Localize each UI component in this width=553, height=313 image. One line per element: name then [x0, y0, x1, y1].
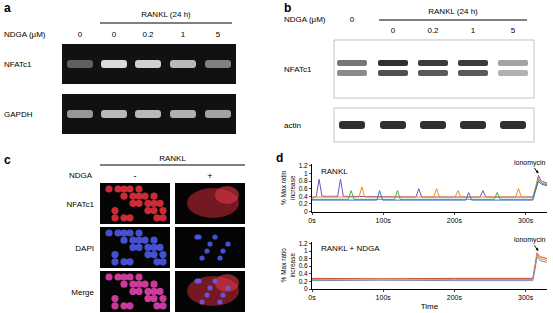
svg-text:% Max ratioincrease: % Max ratioincrease — [280, 248, 295, 283]
svg-text:0.2: 0.2 — [427, 26, 439, 35]
svg-text:0: 0 — [350, 15, 355, 24]
svg-text:100s: 100s — [376, 217, 392, 224]
svg-text:100s: 100s — [376, 294, 392, 301]
svg-text:1: 1 — [304, 247, 308, 254]
svg-text:200s: 200s — [447, 294, 463, 301]
svg-text:NFATc1: NFATc1 — [67, 200, 95, 209]
svg-text:NDGA: NDGA — [69, 171, 93, 180]
svg-text:0.2: 0.2 — [142, 30, 154, 39]
svg-text:1: 1 — [304, 170, 308, 177]
svg-text:NFATc1: NFATc1 — [4, 60, 32, 69]
svg-text:NDGA (μM): NDGA (μM) — [284, 15, 326, 24]
svg-text:0: 0 — [78, 30, 83, 39]
svg-text:GAPDH: GAPDH — [4, 110, 33, 119]
svg-text:1.2: 1.2 — [299, 240, 308, 247]
svg-text:0: 0 — [304, 285, 308, 292]
svg-text:0: 0 — [112, 30, 117, 39]
svg-text:c: c — [4, 153, 11, 167]
svg-text:0.6: 0.6 — [299, 185, 308, 192]
svg-text:NDGA (μM): NDGA (μM) — [4, 30, 46, 39]
svg-text:RANKL: RANKL — [321, 167, 348, 176]
svg-text:+: + — [207, 171, 212, 181]
svg-text:a: a — [4, 1, 11, 15]
svg-text:% Max ratioincrease: % Max ratioincrease — [280, 170, 295, 205]
svg-text:0s: 0s — [308, 294, 316, 301]
svg-text:0.8: 0.8 — [299, 255, 308, 262]
svg-text:0.6: 0.6 — [299, 262, 308, 269]
svg-text:NFATc1: NFATc1 — [284, 65, 312, 74]
svg-text:0.4: 0.4 — [299, 193, 308, 200]
svg-text:0: 0 — [391, 26, 396, 35]
svg-text:actin: actin — [284, 121, 301, 130]
svg-text:1: 1 — [471, 26, 476, 35]
svg-text:1.2: 1.2 — [299, 162, 308, 169]
svg-text:b: b — [284, 1, 291, 15]
svg-text:0.2: 0.2 — [299, 278, 308, 285]
svg-text:Merge: Merge — [71, 288, 94, 297]
svg-text:DAPI: DAPI — [75, 244, 94, 253]
svg-text:Time: Time — [421, 302, 439, 311]
svg-text:d: d — [276, 151, 283, 165]
svg-text:ionomycin: ionomycin — [514, 159, 546, 167]
svg-text:0s: 0s — [308, 217, 316, 224]
svg-text:300s: 300s — [518, 294, 534, 301]
svg-text:RANKL (24 h): RANKL (24 h) — [141, 10, 191, 19]
svg-text:ionomycin: ionomycin — [514, 236, 546, 244]
svg-text:-: - — [134, 171, 137, 181]
svg-text:200s: 200s — [447, 217, 463, 224]
svg-text:RANKL: RANKL — [159, 154, 186, 163]
svg-text:1: 1 — [181, 30, 186, 39]
svg-text:0.2: 0.2 — [299, 200, 308, 207]
svg-text:0.8: 0.8 — [299, 177, 308, 184]
svg-text:0.4: 0.4 — [299, 270, 308, 277]
svg-text:0: 0 — [304, 208, 308, 215]
svg-text:300s: 300s — [518, 217, 534, 224]
svg-text:5: 5 — [216, 30, 221, 39]
svg-text:RANKL + NDGA: RANKL + NDGA — [321, 244, 380, 253]
svg-text:5: 5 — [511, 26, 516, 35]
svg-text:RANKL (24 h): RANKL (24 h) — [428, 7, 478, 16]
